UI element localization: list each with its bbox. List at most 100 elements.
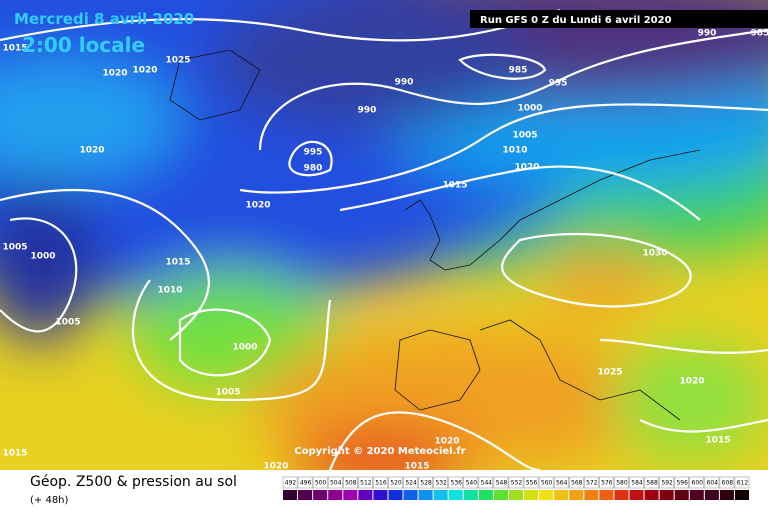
- scale-label: 504: [330, 480, 342, 487]
- scale-label: 496: [300, 480, 312, 487]
- isobar-label: 1015: [2, 449, 27, 459]
- scale-label: 596: [676, 480, 688, 487]
- scale-label-box: [629, 476, 644, 489]
- isobar-labels: 1015 1020 1020 1025 1020 990 990 995 980 985 995 99…: [2, 29, 768, 472]
- scale-label: 564: [556, 480, 568, 487]
- scale-label-box: [282, 476, 298, 489]
- scale-label: 608: [722, 480, 734, 487]
- scale-label-box: [373, 476, 388, 489]
- scale-swatch: [508, 490, 524, 500]
- isobar-label: 1005: [215, 388, 240, 398]
- isobar-label: 1015: [165, 258, 190, 268]
- scale-label: 520: [390, 480, 402, 487]
- scale-label-box: [734, 476, 750, 489]
- scale-label-box: [312, 476, 328, 489]
- isobar-label: 990: [698, 29, 717, 39]
- scale-label: 584: [631, 480, 643, 487]
- time: 2:00 locale: [22, 33, 145, 57]
- scale-label: 532: [435, 480, 447, 487]
- isobar-label: 1020: [434, 437, 459, 447]
- isobar-label: 1005: [2, 243, 27, 253]
- scale-label-box: [343, 476, 358, 489]
- scale-label: 576: [601, 480, 613, 487]
- legend-lead: (+ 48h): [30, 495, 69, 506]
- scale-label: 556: [526, 480, 538, 487]
- scale-label-box: [689, 476, 705, 489]
- scale-label-box: [493, 476, 509, 489]
- scale-swatch: [674, 490, 689, 500]
- scale-label: 516: [375, 480, 387, 487]
- scale-label: 600: [692, 480, 704, 487]
- scale-swatch: [704, 490, 719, 500]
- isobar-label: 1020: [263, 462, 288, 472]
- isobar-label: 1010: [157, 286, 182, 296]
- isobar-label: 1020: [132, 66, 157, 76]
- scale-label-box: [433, 476, 448, 489]
- isobar-label: 1020: [102, 69, 127, 79]
- isobar-label: 990: [395, 78, 414, 88]
- scale-label-box: [644, 476, 659, 489]
- scale-swatch: [298, 490, 313, 500]
- isobar-label: 990: [358, 106, 377, 116]
- scale-swatch: [343, 490, 358, 500]
- isobar-label: 1005: [512, 131, 537, 141]
- scale-swatch: [478, 490, 493, 500]
- scale-label-box: [553, 476, 569, 489]
- field: [0, 0, 768, 490]
- color-scale: 492 496 500 504 508 512 516 520 524 528 532 536 540 5…: [282, 476, 750, 500]
- isobar-label: 985: [509, 66, 528, 76]
- scale-label: 612: [737, 480, 749, 487]
- scale-label-box: [418, 476, 433, 489]
- scale-label: 524: [405, 480, 417, 487]
- scale-swatch: [433, 490, 448, 500]
- scale-label: 500: [315, 480, 327, 487]
- isobar-label: 1010: [502, 146, 527, 156]
- scale-label-box: [568, 476, 584, 489]
- scale-swatch: [524, 490, 539, 500]
- scale-label-box: [463, 476, 479, 489]
- isobar-label: 995: [304, 148, 323, 158]
- isobar-label: 985: [751, 29, 768, 39]
- scale-swatch: [584, 490, 599, 500]
- scale-label: 560: [541, 480, 553, 487]
- run: Run GFS 0 Z du Lundi 6 avril 2020: [480, 15, 672, 26]
- scale-label: 536: [451, 480, 463, 487]
- scale-label-box: [388, 476, 403, 489]
- scale-swatch: [493, 490, 508, 500]
- scale-swatch: [388, 490, 403, 500]
- scale-label-box: [297, 476, 313, 489]
- scale-label: 580: [616, 480, 628, 487]
- scale-label: 604: [707, 480, 719, 487]
- scale-swatch: [644, 490, 659, 500]
- scale-label: 540: [466, 480, 478, 487]
- scale-swatch: [463, 490, 478, 500]
- scale-swatch: [629, 490, 644, 500]
- scale-label-box: [704, 476, 720, 489]
- scale-label: 544: [481, 480, 493, 487]
- scale-label: 492: [285, 480, 297, 487]
- scale-label-box: [478, 476, 494, 489]
- isobar-label: 1020: [679, 377, 704, 387]
- isobar-label: 1015: [705, 436, 730, 446]
- isobar-label: 1030: [642, 249, 667, 259]
- scale-swatch: [614, 490, 629, 500]
- scale-label: 512: [360, 480, 372, 487]
- scale-swatch: [448, 490, 463, 500]
- scale-label-box: [327, 476, 343, 489]
- isobar-label: 1025: [597, 368, 622, 378]
- legend-title: Géop. Z500 & pression au sol: [30, 474, 237, 490]
- scale-label-box: [538, 476, 554, 489]
- scale-swatch: [328, 490, 343, 500]
- scale-label-box: [659, 476, 674, 489]
- isobar-label: 980: [304, 164, 323, 174]
- scale-swatch: [719, 490, 734, 500]
- scale-swatch: [569, 490, 584, 500]
- scale-label-box: [599, 476, 614, 489]
- scale-swatch: [689, 490, 704, 500]
- scale-swatch: [418, 490, 433, 500]
- scale-label-box: [508, 476, 524, 489]
- scale-label: 592: [661, 480, 673, 487]
- isobar-label: 1015: [442, 181, 467, 191]
- isobar-label: 995: [549, 79, 568, 89]
